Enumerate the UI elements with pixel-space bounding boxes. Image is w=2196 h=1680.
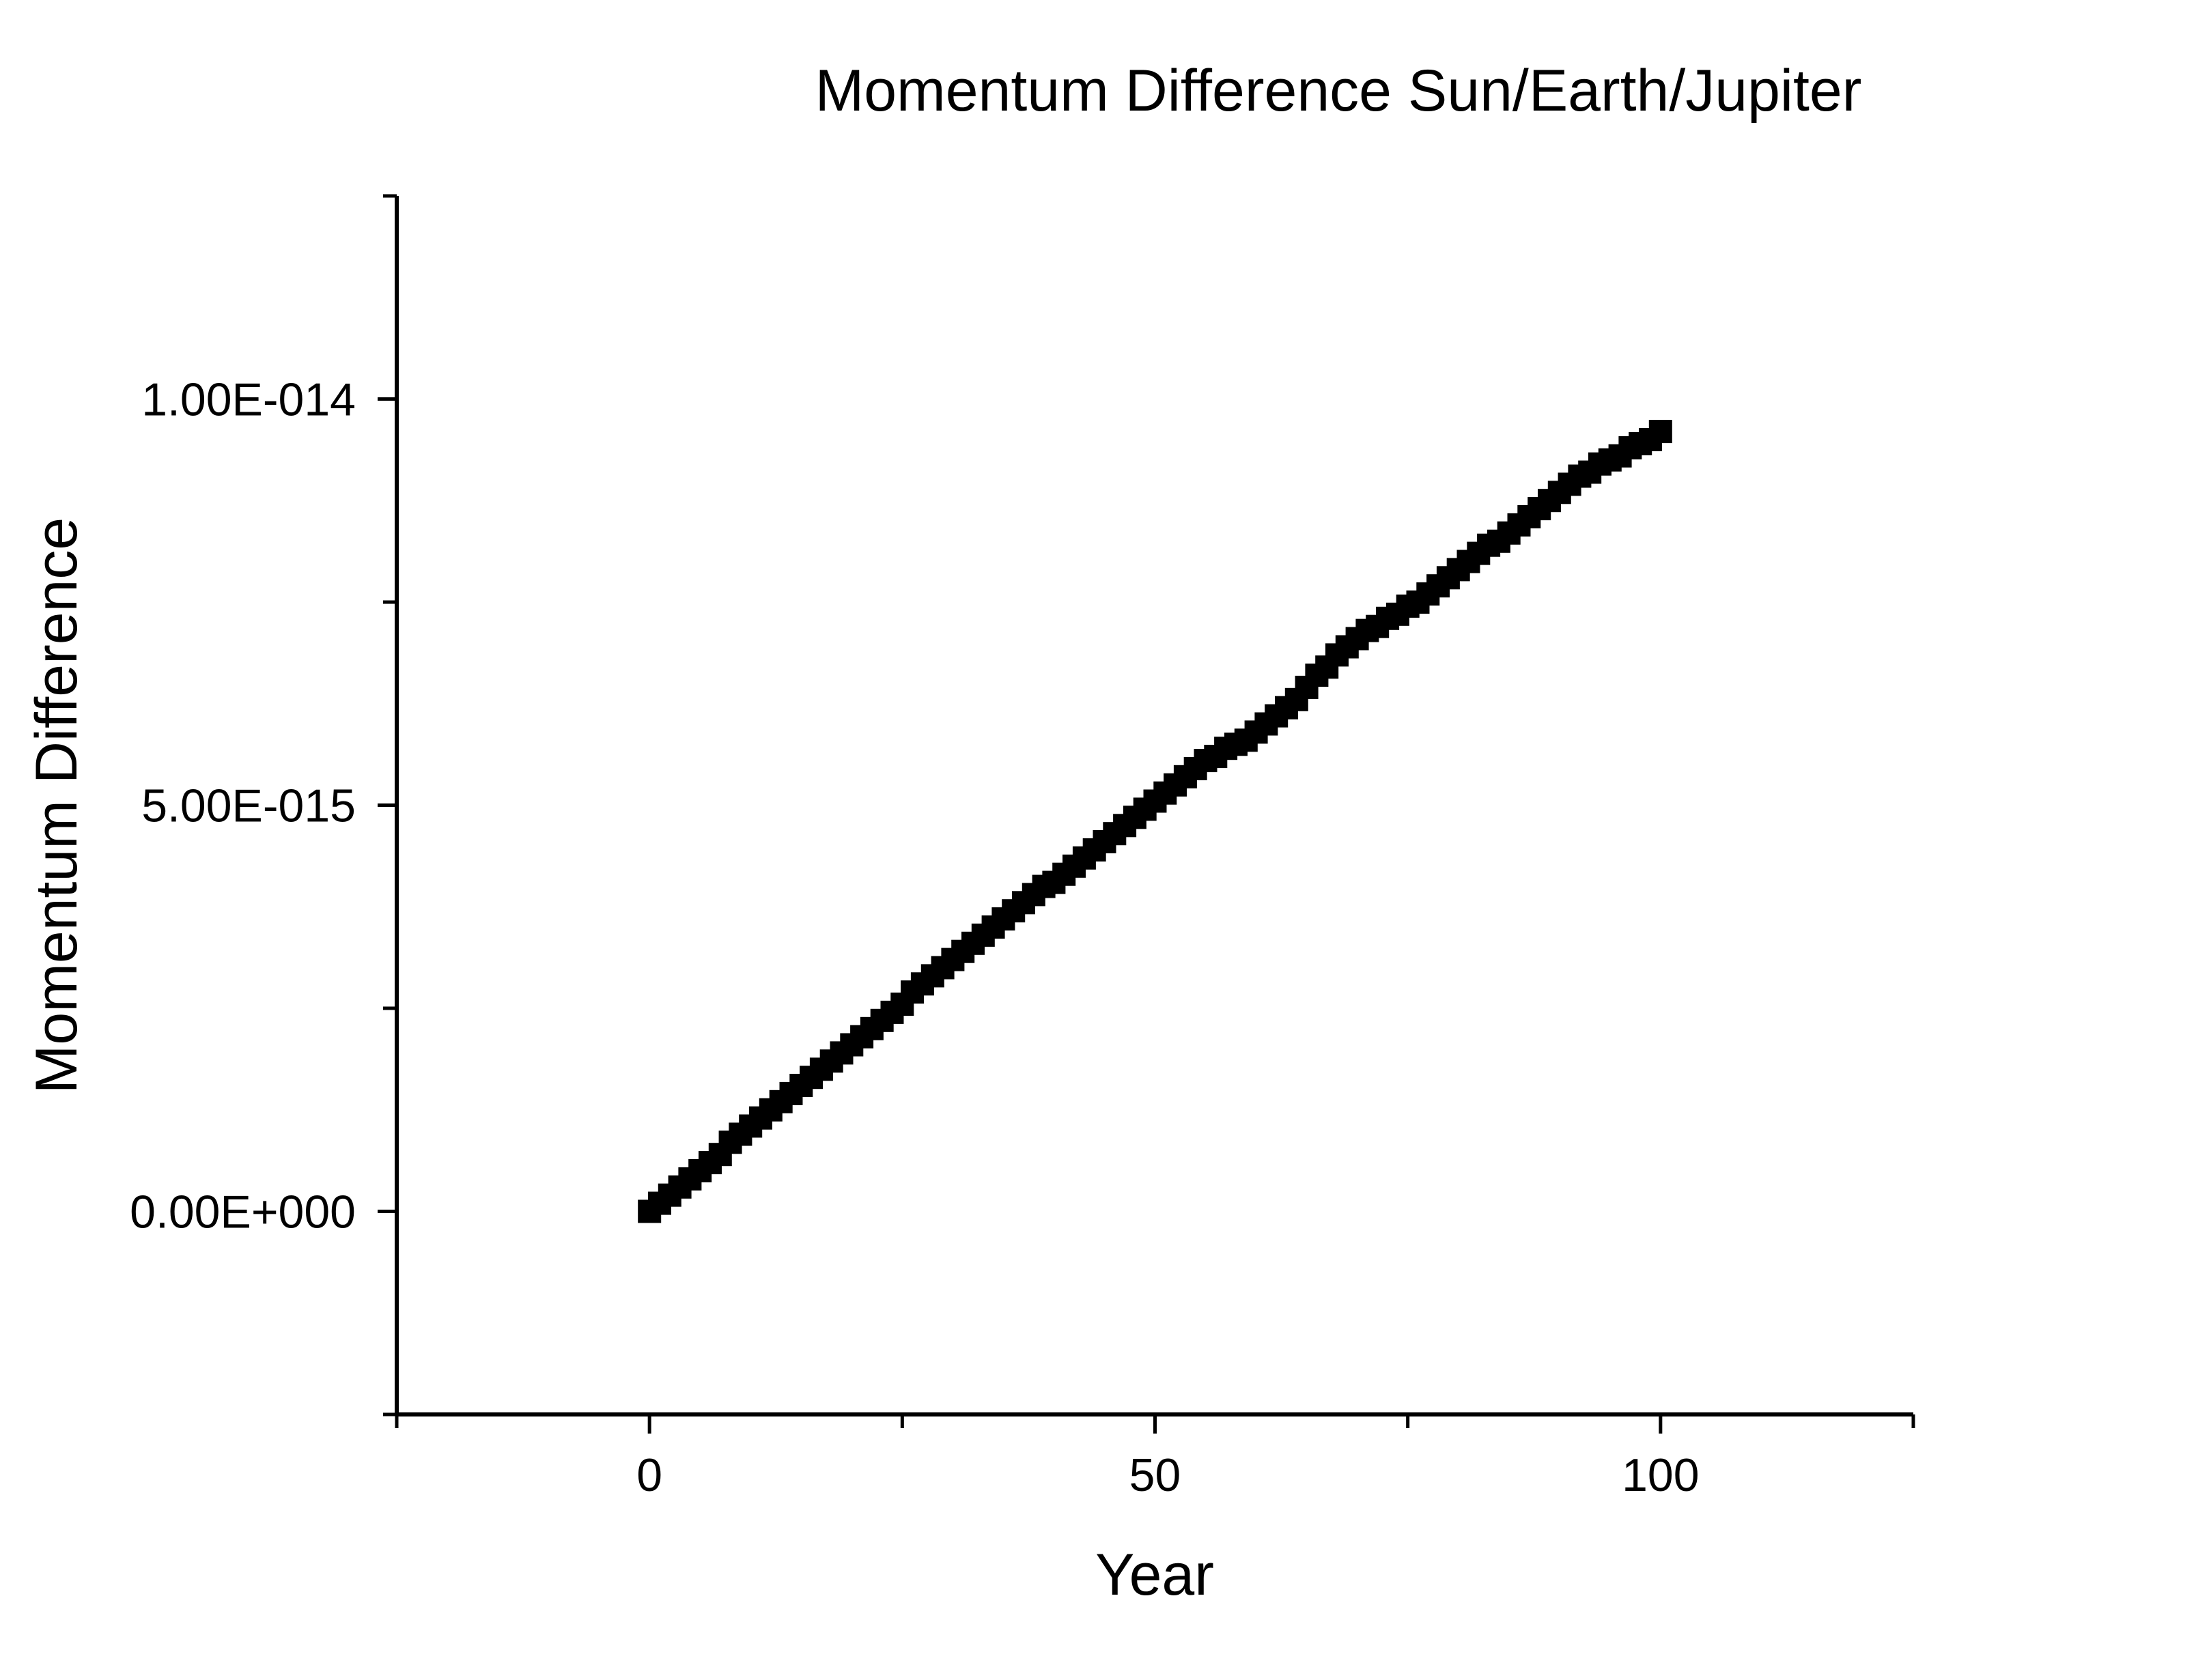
data-point	[1648, 420, 1672, 444]
x-tick-label: 50	[1129, 1449, 1181, 1501]
tick-labels: 0 50 100 0.00E+000 5.00E-015 1.00E-014	[130, 374, 1699, 1502]
y-axis-label: Momentum Difference	[24, 517, 89, 1094]
y-tick-label: 1.00E-014	[141, 374, 356, 426]
y-tick-label: 5.00E-015	[141, 780, 356, 832]
x-tick-label: 0	[636, 1449, 662, 1501]
ticks	[378, 194, 1915, 1434]
x-axis-label: Year	[1095, 1542, 1214, 1608]
chart-title: Momentum Difference Sun/Earth/Jupiter	[815, 58, 1862, 124]
x-tick-label: 100	[1622, 1449, 1699, 1501]
y-tick-label: 0.00E+000	[130, 1186, 356, 1238]
data-markers	[638, 420, 1672, 1223]
